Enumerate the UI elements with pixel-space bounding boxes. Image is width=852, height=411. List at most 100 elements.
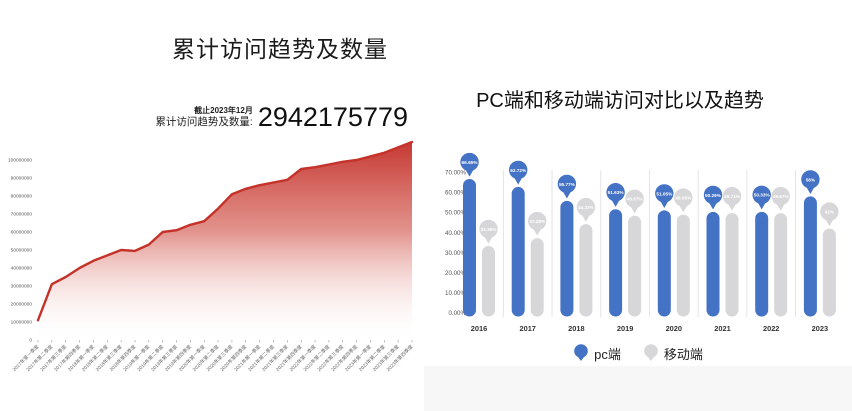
balloon-tail: [630, 206, 639, 214]
data-label: 49.71%: [724, 194, 741, 199]
pc-mobile-bar-chart: 0.00% 10.00% 20.00% 30.00% 40.00% 50.00% 60.00…: [445, 152, 839, 333]
balloon-tail: [679, 205, 688, 213]
left-chart-title: 累计访问趋势及数量: [172, 36, 388, 62]
pc-balloon: [557, 174, 577, 194]
stat-label: 累计访问趋势及数量:: [155, 115, 253, 128]
balloon-tail: [611, 199, 620, 207]
area-fill: [38, 142, 412, 340]
y-axis-label: 70.00%: [445, 170, 466, 177]
mobile-bar: [628, 215, 642, 317]
mobile-bar: [822, 228, 836, 317]
y-axis-label: 20.00%: [445, 270, 466, 277]
right-chart-title: PC端和移动端访问对比以及趋势: [476, 90, 764, 112]
data-label: 51.63%: [608, 190, 625, 195]
balloon-tail: [757, 202, 766, 210]
pc-balloon: [460, 152, 479, 172]
pc-bar: [511, 186, 525, 317]
mobile-balloon: [674, 188, 693, 207]
pc-bar: [657, 210, 671, 317]
balloon-tail: [728, 203, 736, 211]
mobile-bar: [676, 214, 690, 317]
pc-bar: [609, 209, 623, 317]
mobile-balloon: [528, 211, 547, 231]
legend-item-pc: pc端: [573, 343, 621, 363]
mobile-drop-icon: [644, 343, 658, 361]
year-label: 2020: [666, 324, 682, 333]
cumulative-stat: 截止2023年12月 累计访问趋势及数量: 2942175779: [140, 103, 408, 131]
balloon-tail: [484, 236, 493, 244]
balloon-tail: [465, 169, 474, 177]
mobile-bar: [725, 213, 739, 317]
mobile-balloon: [722, 186, 742, 206]
y-axis-label: 20000000: [11, 302, 33, 308]
y-axis-label: 100000000: [8, 158, 32, 164]
y-axis-label: 70000000: [11, 212, 33, 218]
y-axis-label: 10000000: [11, 320, 33, 326]
y-axis-label: 40.00%: [445, 230, 466, 237]
y-axis-label: 0.00%: [448, 310, 466, 317]
stat-labels: 截止2023年12月 累计访问趋势及数量:: [155, 106, 252, 129]
data-label: 51.05%: [656, 191, 673, 196]
data-label: 33.35%: [481, 227, 498, 232]
cumulative-area-chart: 0 10000000 20000000 30000000 40000000 5000000…: [8, 140, 415, 373]
pc-bar: [803, 196, 817, 317]
balloon-tail: [825, 219, 834, 227]
pc-balloon: [703, 185, 723, 205]
data-label: 42%: [825, 209, 835, 214]
data-label: 55.77%: [559, 182, 576, 187]
y-axis-label: 50000000: [11, 248, 33, 254]
pc-balloon: [801, 170, 820, 189]
trend-line: [36, 140, 414, 322]
data-label: 44.23%: [578, 205, 595, 210]
balloon-tail: [533, 228, 542, 236]
mobile-bar: [482, 245, 495, 317]
balloon-tail: [581, 214, 590, 222]
mobile-bar: [530, 238, 544, 317]
y-axis-label: 60.00%: [445, 190, 466, 197]
stat-as-of: 截止2023年12月: [194, 105, 253, 115]
mobile-bar: [579, 224, 593, 317]
y-axis-label: 60000000: [11, 230, 33, 236]
year-label: 2021: [714, 324, 730, 333]
y-axis-label: 40000000: [11, 266, 33, 272]
data-label: 62.72%: [510, 168, 527, 173]
legend-label-mobile: 移动端: [663, 346, 703, 362]
pc-bar: [706, 211, 720, 317]
legend-item-mobile: 移动端: [643, 343, 703, 363]
mobile-balloon: [479, 219, 498, 239]
y-axis-label: 10.00%: [445, 290, 466, 297]
pc-bar: [463, 179, 476, 317]
year-label: 2017: [519, 324, 535, 333]
year-label: 2023: [812, 324, 828, 333]
mobile-balloon: [771, 186, 790, 206]
mobile-bar: [774, 213, 788, 317]
year-label: 2019: [617, 324, 633, 333]
data-label: 58%: [806, 177, 816, 182]
y-axis-label: 0: [29, 338, 32, 344]
y-axis-label: 50.00%: [445, 210, 466, 217]
y-axis-label: 80000000: [11, 194, 33, 200]
mobile-balloon: [576, 197, 596, 217]
year-label: 2022: [763, 324, 779, 333]
year-label: 2018: [568, 324, 584, 333]
data-label: 48.95%: [675, 196, 692, 201]
data-label: 37.28%: [529, 219, 546, 224]
pc-bar: [755, 211, 769, 317]
data-label: 48.37%: [627, 197, 644, 202]
balloon-tail: [776, 203, 785, 211]
pc-bar: [560, 200, 574, 317]
data-label: 50.33%: [754, 193, 771, 198]
background-strip: [424, 366, 852, 411]
y-axis-label: 90000000: [11, 176, 33, 182]
balloon-tail: [709, 202, 717, 210]
y-axis-label: 30000000: [11, 284, 33, 290]
y-axis-label: 30.00%: [445, 250, 466, 257]
balloon-tail: [806, 187, 815, 195]
mobile-balloon: [820, 202, 839, 221]
pc-balloon: [752, 185, 771, 205]
data-label: 49.67%: [773, 194, 790, 199]
year-label: 2016: [471, 324, 487, 333]
balloon-tail: [660, 200, 669, 208]
data-label: 66.65%: [462, 160, 479, 165]
